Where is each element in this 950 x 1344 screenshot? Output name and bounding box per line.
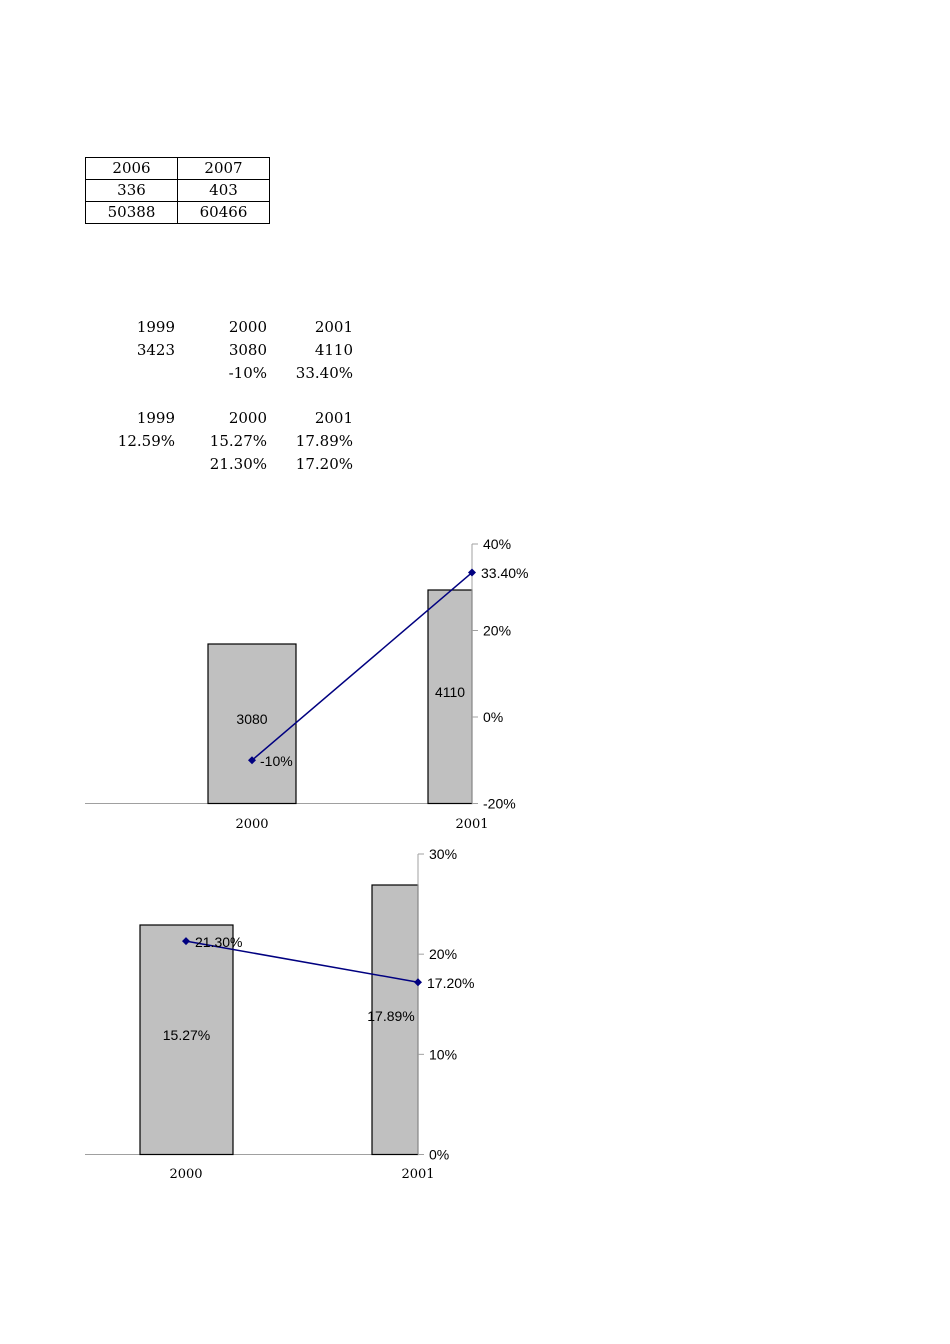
data-cell: 15.27% xyxy=(209,432,267,450)
data-cell: 1999 xyxy=(136,409,175,427)
bar xyxy=(139,924,234,1156)
bar-value-label: 3080 xyxy=(236,711,267,727)
data-cell: 12.59% xyxy=(117,432,175,450)
bar xyxy=(427,589,473,805)
line-series xyxy=(251,571,473,761)
table-cell: 50388 xyxy=(85,201,178,224)
data-block-a: 1999 2000 2001 3423 3080 4110 -10% 33.40… xyxy=(85,316,353,385)
line-value-label: 21.30% xyxy=(195,934,242,950)
bar xyxy=(207,643,297,805)
data-cell: 3080 xyxy=(228,341,267,359)
line-point-marker xyxy=(414,978,422,987)
bar-value-label: 4110 xyxy=(435,684,465,700)
data-cell: -10% xyxy=(228,364,267,382)
data-block-b: 1999 2000 2001 12.59% 15.27% 17.89% 21.3… xyxy=(85,407,353,476)
table-row: 50388 60466 xyxy=(85,201,270,224)
data-row: 12.59% 15.27% 17.89% xyxy=(85,430,353,453)
axis-tick-label: 0% xyxy=(429,1147,449,1163)
axis-tick-label: 20% xyxy=(429,946,457,962)
category-label: 2000 xyxy=(169,1167,202,1182)
line-point-marker xyxy=(468,568,476,577)
category-label: 2001 xyxy=(401,1167,434,1182)
data-row: 1999 2000 2001 xyxy=(85,316,353,339)
data-cell: 2001 xyxy=(314,318,353,336)
table-cell: 60466 xyxy=(177,201,270,224)
category-label: 2000 xyxy=(235,817,268,832)
axis-tick-label: 20% xyxy=(483,623,511,639)
data-cell: 2000 xyxy=(228,409,267,427)
line-value-label: 17.20% xyxy=(427,975,474,991)
axis-tick-label: 40% xyxy=(483,536,511,552)
bar-value-label: 17.89% xyxy=(367,1008,414,1024)
line-point-marker xyxy=(248,756,256,765)
bar xyxy=(371,884,419,1156)
data-row: 1999 2000 2001 xyxy=(85,407,353,430)
line-point-marker xyxy=(182,937,190,946)
bar-value-label: 15.27% xyxy=(163,1027,210,1043)
line-value-label: -10% xyxy=(260,753,293,769)
data-cell: 2001 xyxy=(314,409,353,427)
category-label: 2001 xyxy=(455,817,488,832)
data-row: 21.30% 17.20% xyxy=(85,453,353,476)
axis-tick-label: 0% xyxy=(483,709,503,725)
data-cell: 1999 xyxy=(136,318,175,336)
line-value-label: 33.40% xyxy=(481,565,528,581)
data-cell: 2000 xyxy=(228,318,267,336)
data-cell: 17.20% xyxy=(295,455,353,473)
data-cell: 21.30% xyxy=(209,455,267,473)
axis-tick-label: 10% xyxy=(429,1046,457,1062)
data-cell: 33.40% xyxy=(295,364,353,382)
data-cell: 17.89% xyxy=(295,432,353,450)
line-series xyxy=(185,940,419,983)
summary-table: 2006 2007 336 403 50388 60466 xyxy=(85,157,270,224)
axis-tick-label: -20% xyxy=(483,796,516,812)
axis-tick-label: 30% xyxy=(429,846,457,862)
data-row: -10% 33.40% xyxy=(85,362,353,385)
data-row: 3423 3080 4110 xyxy=(85,339,353,362)
data-cell: 4110 xyxy=(314,341,353,359)
data-cell: 3423 xyxy=(136,341,175,359)
